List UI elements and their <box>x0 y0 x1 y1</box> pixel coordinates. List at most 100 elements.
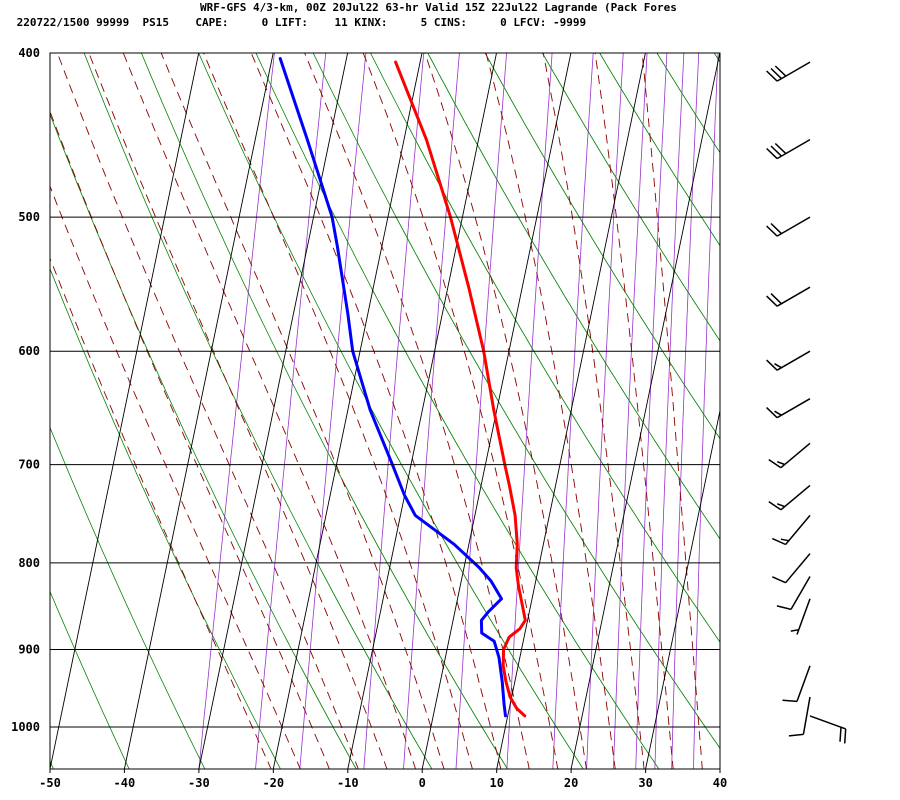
header-line-1: WRF-GFS 4/3-km, 00Z 20Jul22 63-hr Valid … <box>200 1 677 14</box>
wind-barb-staff <box>776 216 811 237</box>
temperature-tick-label: 20 <box>564 776 578 790</box>
dry-adiabat-line <box>886 53 900 769</box>
pressure-tick-label: 800 <box>18 556 40 570</box>
wind-barb-feather <box>766 225 778 237</box>
pressure-axis: 400 500 600 700 800 900 1000 <box>11 46 720 734</box>
moist-adiabat-line <box>122 53 416 769</box>
wind-barb <box>782 665 811 703</box>
wind-barb-staff <box>776 138 811 160</box>
mixing-ratio-line <box>455 53 507 769</box>
dewpoint-profile <box>278 57 507 718</box>
wind-barb-feather <box>790 629 799 632</box>
wind-barb-feather <box>766 70 778 82</box>
temperature-tick-label: 0 <box>419 776 426 790</box>
isotherm-line <box>496 53 646 769</box>
mixing-ratio-line <box>363 53 425 769</box>
wind-barb <box>809 715 847 744</box>
dry-adiabat-line <box>829 53 900 769</box>
mixing-ratio-line <box>654 53 685 769</box>
wind-barb-feather <box>776 605 792 611</box>
wind-barb-feather <box>770 145 782 157</box>
temperature-tick-label: -40 <box>114 776 136 790</box>
dry-adiabat-line <box>198 53 584 769</box>
pressure-tick-label: 1000 <box>11 720 40 734</box>
wind-barb <box>776 576 811 611</box>
wind-barb-feather <box>766 407 778 419</box>
wind-barb-staff <box>776 398 811 419</box>
wind-barb-feather <box>774 410 782 416</box>
dry-adiabat-line <box>50 590 130 769</box>
wind-barb-feather <box>771 537 786 546</box>
dry-adiabat-line <box>50 426 206 769</box>
pressure-tick-label: 900 <box>18 643 40 657</box>
wind-barb-staff <box>796 665 811 702</box>
moist-adiabat-line <box>641 53 703 769</box>
moist-adiabat-line <box>203 53 473 769</box>
wind-barb <box>766 350 811 371</box>
moist-adiabat-line <box>485 53 616 769</box>
wind-barb-staff <box>780 442 811 469</box>
wind-barb-feather <box>776 460 785 466</box>
wind-barb-feather <box>771 576 786 584</box>
dry-adiabat-line <box>772 53 900 769</box>
mixing-ratio-line <box>552 53 594 769</box>
moist-adiabat-line <box>304 53 530 769</box>
temperature-profile <box>394 60 527 718</box>
wind-barb-feather <box>843 728 847 744</box>
wind-barb <box>766 286 811 307</box>
wind-barb-staff <box>796 598 811 635</box>
isotherm-line <box>719 766 720 769</box>
wind-barb-staff <box>776 286 811 307</box>
dry-adiabat-line <box>83 53 433 769</box>
moist-adiabat-line <box>362 53 559 769</box>
wind-barb <box>790 598 811 635</box>
background-lines <box>50 53 900 769</box>
mixing-ratio-line <box>635 53 668 769</box>
moist-adiabat-line <box>50 257 272 769</box>
mixing-ratio-line <box>299 53 367 769</box>
isotherm-line <box>869 53 900 769</box>
wind-barb <box>766 61 811 82</box>
isotherm-line <box>272 53 423 769</box>
wind-barb <box>768 484 811 511</box>
wind-barb-staff <box>785 514 811 545</box>
mixing-ratio-line <box>693 53 719 769</box>
dry-adiabat-line <box>50 759 54 769</box>
wind-barb-staff <box>809 715 846 730</box>
moist-adiabat-line <box>50 110 330 769</box>
moist-adiabat-line <box>542 53 645 769</box>
moist-adiabat-line <box>88 53 388 769</box>
wind-barb <box>766 138 811 160</box>
temperature-tick-label: -30 <box>188 776 210 790</box>
dry-adiabat-line <box>599 53 720 247</box>
isotherm-line <box>123 53 274 769</box>
wind-barb-staff <box>776 350 811 371</box>
wind-barb <box>766 216 811 237</box>
plot-frame <box>49 52 721 770</box>
grid <box>50 53 900 769</box>
dry-adiabat-line <box>312 53 720 749</box>
mixing-ratio-line <box>586 53 624 769</box>
isotherm-line <box>421 53 572 769</box>
wind-barb-feather <box>766 295 778 307</box>
mixing-ratio-line <box>613 53 648 769</box>
moist-adiabat-line <box>50 185 301 769</box>
moist-adiabat-line <box>160 53 445 769</box>
isotherm-line <box>570 53 720 769</box>
wind-barb-feather <box>768 458 782 469</box>
wind-barb <box>768 442 811 469</box>
wind-barb-staff <box>776 61 811 82</box>
mixing-ratio-line <box>198 53 275 769</box>
temperature-tick-label: -10 <box>337 776 359 790</box>
temperature-tick-label: 40 <box>713 776 727 790</box>
header-line-2: 220722/1500 99999 PS15 CAPE: 0 LIFT: 11 … <box>10 16 586 29</box>
dry-adiabat-line <box>50 267 281 769</box>
wind-barb-feather <box>766 147 778 160</box>
wind-barb-feather <box>770 67 782 80</box>
dry-adiabat-line <box>427 53 720 540</box>
moist-adiabat-line <box>594 53 674 769</box>
mixing-ratio-line <box>671 53 700 769</box>
wind-barb-staff <box>785 553 811 584</box>
isotherm-line <box>794 53 900 769</box>
isotherm-line <box>50 53 200 769</box>
